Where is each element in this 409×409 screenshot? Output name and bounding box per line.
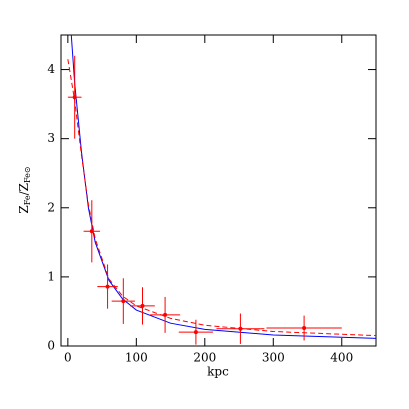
y-tick-label: 1	[47, 269, 55, 283]
data-point	[163, 312, 168, 317]
data-point	[72, 95, 77, 100]
y-axis-label: ZFe/ZFe⊙	[17, 166, 33, 213]
x-tick-label: 100	[125, 351, 148, 365]
x-tick-label: 400	[330, 351, 353, 365]
data-point	[89, 229, 94, 234]
plot-area	[67, 35, 376, 345]
y-tick-label: 2	[47, 200, 55, 214]
model-curve	[67, 59, 376, 337]
model-curve	[70, 35, 376, 339]
x-axis-label: kpc	[207, 365, 229, 379]
y-tick-label: 3	[47, 131, 55, 145]
y-tick-label: 4	[47, 62, 55, 76]
y-label-part: Z	[17, 205, 31, 213]
plot-frame	[60, 34, 377, 347]
y-tick-label: 0	[47, 339, 55, 353]
data-point	[238, 326, 243, 331]
x-tick-label: 0	[64, 351, 72, 365]
y-label-subscript: Fe⊙	[23, 166, 32, 183]
data-point	[302, 326, 307, 331]
data-point	[105, 284, 110, 289]
data-point	[121, 299, 126, 304]
x-tick-label: 200	[193, 351, 216, 365]
y-label-part: /Z	[17, 183, 31, 195]
x-tick-label: 300	[262, 351, 285, 365]
data-point	[193, 330, 198, 335]
y-label-subscript: Fe	[23, 195, 32, 205]
data-point	[140, 303, 145, 308]
